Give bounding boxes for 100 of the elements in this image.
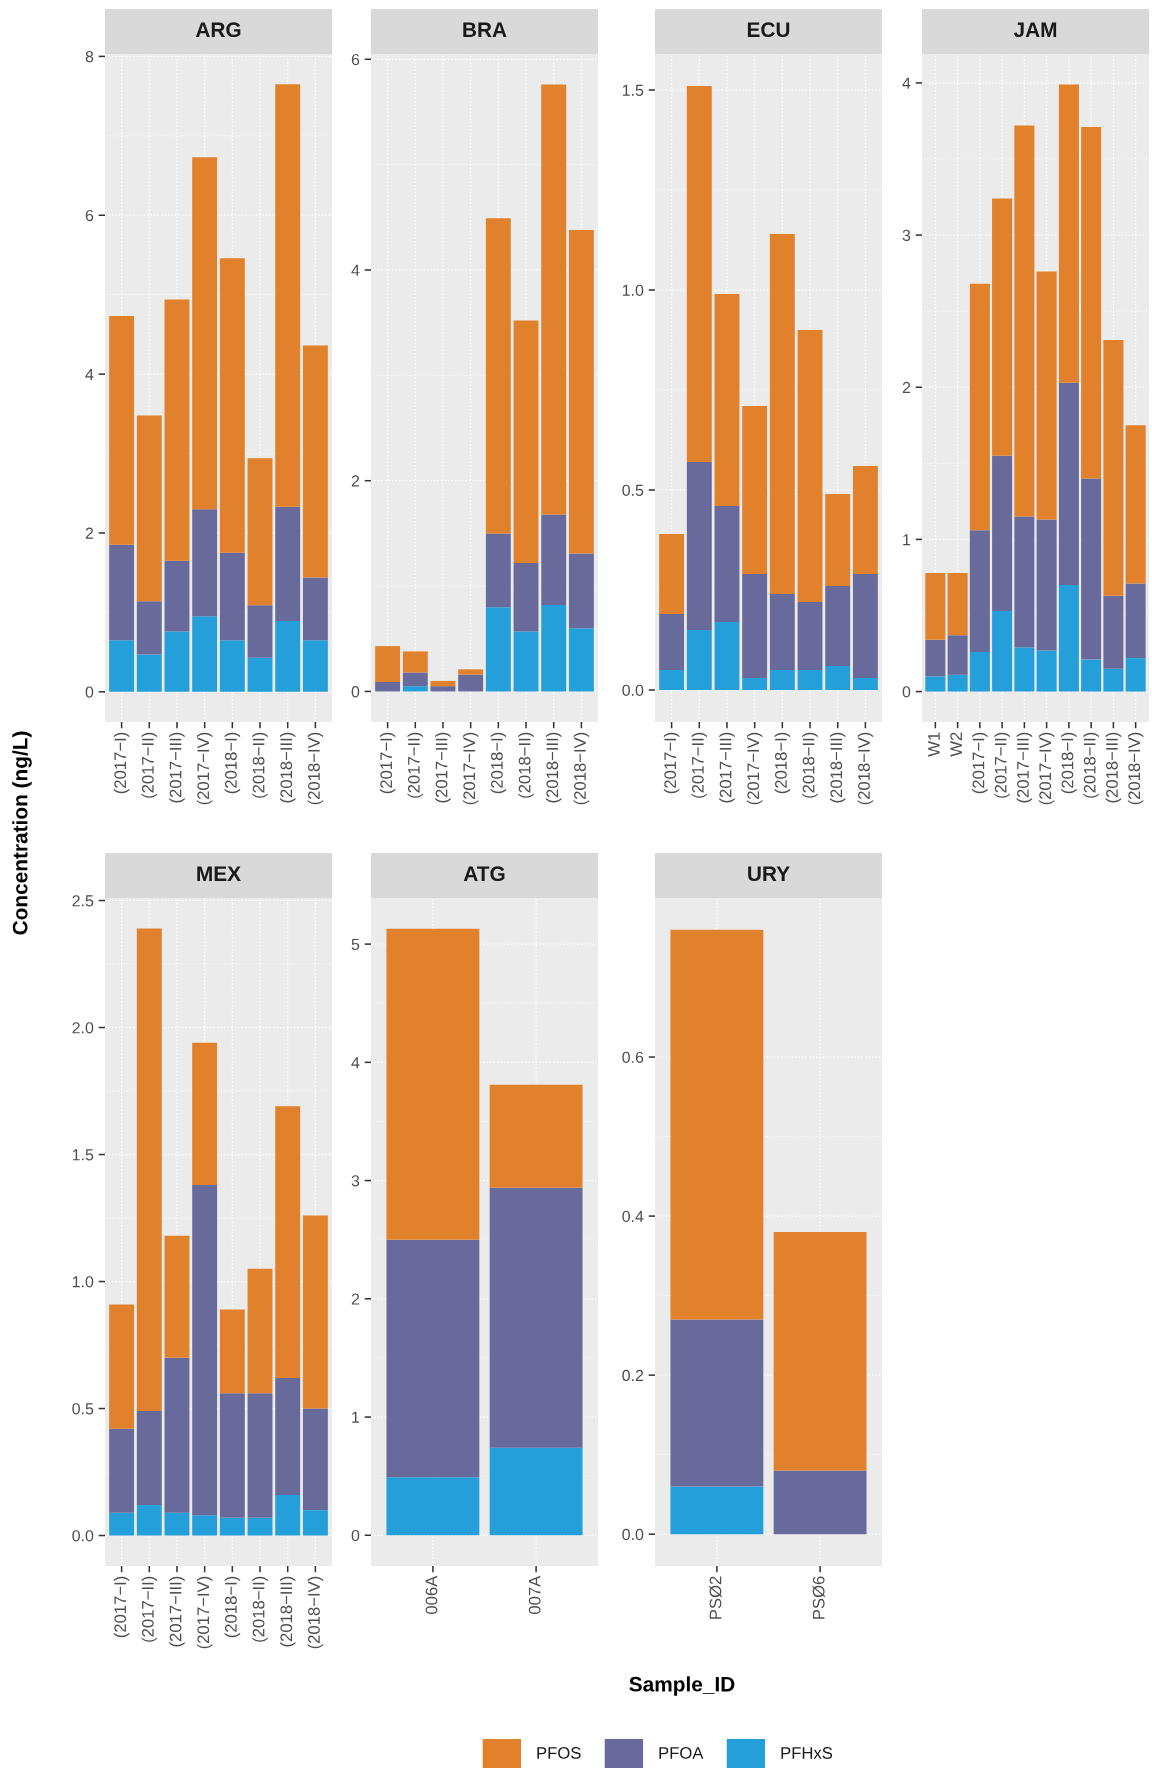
bar	[1036, 650, 1057, 692]
bar	[136, 415, 162, 602]
bar	[192, 157, 218, 510]
bar	[947, 572, 968, 636]
legend-label: PFOA	[659, 1747, 704, 1759]
bar	[109, 544, 135, 641]
bar	[1081, 127, 1102, 479]
y-axis-title: Concentration (ng/L)	[12, 731, 32, 935]
bar	[714, 622, 740, 690]
y-tick-label: 2	[85, 527, 94, 539]
y-tick-label: 1.5	[72, 1149, 94, 1161]
x-tick-label: (2017−II)	[994, 732, 1010, 798]
x-tick-label: (2018−III)	[279, 1576, 296, 1647]
x-tick-label: (2018−I)	[774, 732, 791, 794]
bar	[659, 670, 685, 690]
bar	[430, 686, 456, 692]
x-tick-label: (2018−I)	[224, 732, 241, 794]
bar	[375, 681, 401, 692]
bar	[513, 631, 539, 692]
bar	[247, 657, 273, 692]
y-tick-label: 2.5	[72, 895, 94, 907]
bar	[1014, 647, 1035, 692]
chart-title: ATG	[463, 866, 505, 882]
y-tick-label: 1.5	[622, 84, 644, 96]
bar	[164, 560, 190, 632]
x-tick-label: (2018−IV)	[573, 732, 590, 805]
bar	[825, 494, 851, 586]
y-tick-label: 0.5	[622, 484, 644, 496]
bar	[1081, 478, 1102, 660]
bar	[925, 572, 946, 640]
bar	[136, 928, 162, 1412]
y-tick-label: 1	[352, 1411, 360, 1423]
bar	[513, 320, 539, 563]
x-tick-label: (2017−III)	[169, 1576, 185, 1647]
bar	[219, 552, 245, 641]
chart-title: ARG	[195, 22, 241, 38]
bar	[192, 1042, 218, 1186]
x-axis-title: Sample_ID	[629, 1676, 735, 1696]
bar	[992, 455, 1013, 611]
bar	[164, 1235, 190, 1358]
x-tick-label: (2017−IV)	[196, 732, 213, 805]
y-tick-label: 0.5	[72, 1403, 94, 1415]
bar	[275, 1378, 301, 1495]
bar	[109, 1428, 135, 1513]
y-tick-label: 2	[351, 1293, 360, 1305]
y-tick-label: 3	[902, 229, 911, 242]
bar	[686, 630, 712, 690]
x-tick-label: (2018−II)	[252, 732, 268, 798]
bar	[686, 462, 712, 630]
bar	[773, 1470, 867, 1535]
x-tick-label: (2018−II)	[802, 732, 818, 798]
bar	[1125, 425, 1146, 584]
bar	[302, 1408, 328, 1511]
bar	[825, 586, 851, 666]
x-tick-label: (2017−III)	[169, 732, 185, 803]
bar	[742, 574, 768, 678]
bar	[489, 1447, 583, 1536]
x-tick-label: W2	[950, 732, 962, 757]
y-tick-label: 2	[902, 381, 911, 394]
bar	[109, 1304, 135, 1429]
x-tick-label: (2017−I)	[379, 732, 396, 794]
bar	[275, 621, 301, 692]
x-tick-label: PSØ6	[812, 1576, 825, 1619]
bar	[489, 1084, 583, 1188]
bar	[109, 1512, 135, 1536]
bar	[485, 607, 511, 692]
x-tick-label: (2017−II)	[691, 732, 708, 798]
bar	[825, 666, 851, 690]
bar	[1081, 659, 1102, 692]
y-tick-label: 0.4	[622, 1210, 644, 1223]
bar	[1125, 583, 1146, 659]
bar	[769, 234, 795, 594]
bar	[769, 594, 795, 670]
y-tick-label: 4	[85, 368, 94, 380]
x-tick-label: (2018−IV)	[307, 1576, 324, 1649]
bar	[797, 670, 823, 690]
y-tick-label: 1	[903, 534, 911, 546]
y-tick-label: 0.0	[622, 684, 644, 696]
bar	[275, 84, 301, 507]
bar	[458, 674, 484, 692]
y-tick-label: 0.0	[622, 1528, 644, 1541]
y-tick-label: 0	[85, 686, 94, 698]
bar	[485, 533, 511, 608]
bar	[659, 534, 685, 614]
bar	[659, 614, 685, 670]
bar	[164, 631, 190, 692]
bar	[485, 218, 511, 534]
bar	[219, 1393, 245, 1518]
x-tick-label: (2018−I)	[224, 1576, 241, 1638]
bar	[136, 601, 162, 655]
bar	[852, 574, 878, 678]
x-tick-label: 006A	[425, 1575, 438, 1614]
bar	[686, 86, 712, 462]
bar	[1014, 516, 1035, 648]
bar	[947, 635, 968, 675]
x-tick-label: (2018−IV)	[307, 732, 324, 805]
chart-title: URY	[748, 866, 790, 882]
bar	[1103, 668, 1124, 692]
x-tick-label: (2017−I)	[663, 732, 680, 794]
x-tick-label: (2017−IV)	[462, 732, 479, 805]
